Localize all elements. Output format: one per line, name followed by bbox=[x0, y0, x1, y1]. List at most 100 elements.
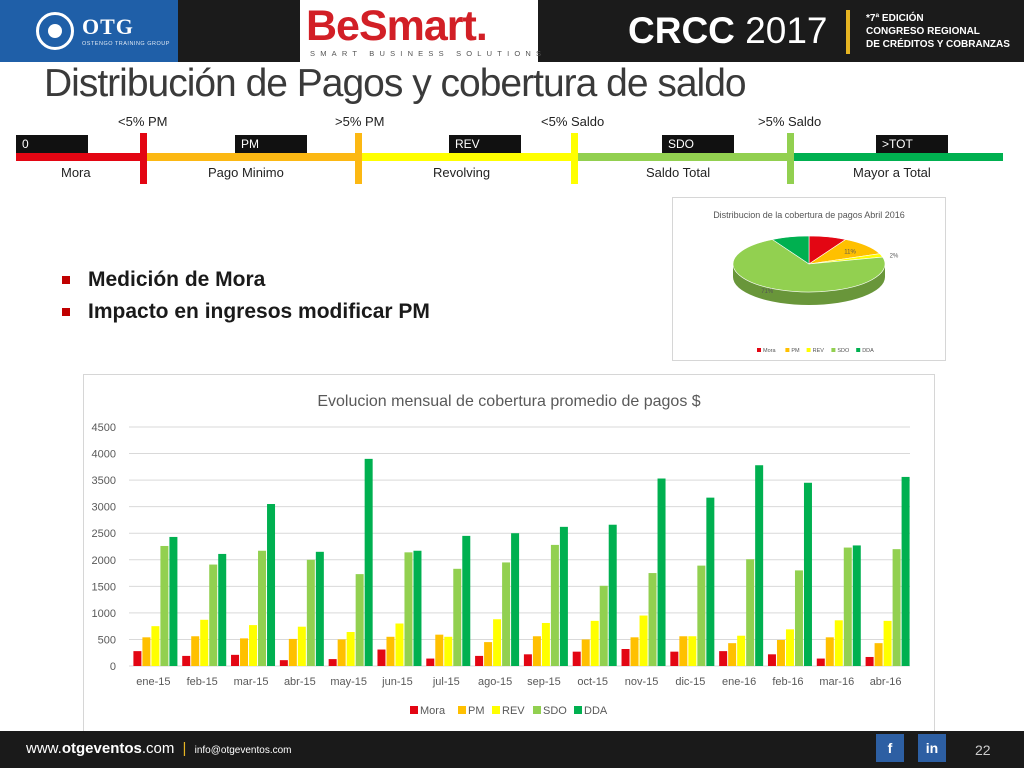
bar-legend-label: PM bbox=[468, 705, 485, 717]
header-banner: OTG OSTENGO TRAINING GROUP BeSmart. SMAR… bbox=[0, 0, 1024, 62]
bullet-text: Impacto en ingresos modificar PM bbox=[88, 300, 430, 323]
scale-segment-tot bbox=[791, 153, 1003, 161]
bar-rev bbox=[493, 619, 502, 666]
bar-legend-label: DDA bbox=[584, 705, 608, 717]
x-tick-label: feb-15 bbox=[187, 676, 218, 688]
x-tick-label: dic-15 bbox=[675, 676, 705, 688]
facebook-icon[interactable]: f bbox=[876, 734, 904, 762]
x-tick-label: may-15 bbox=[330, 676, 367, 688]
x-tick-label: ago-15 bbox=[478, 676, 512, 688]
y-tick-label: 3500 bbox=[92, 475, 116, 487]
bar-dda bbox=[511, 533, 520, 666]
bullet-text: Medición de Mora bbox=[88, 268, 266, 291]
bar-dda bbox=[364, 458, 373, 666]
pie-legend-label: Mora bbox=[763, 348, 776, 354]
besmart-logo: BeSmart. SMART BUSINESS SOLUTIONS bbox=[300, 0, 541, 62]
scale-segment-pm bbox=[144, 153, 359, 161]
crcc-year: 2017 bbox=[745, 10, 828, 51]
x-tick-label: feb-16 bbox=[772, 676, 803, 688]
pie-data-label: 2% bbox=[890, 253, 899, 259]
pie-legend-label: DDA bbox=[862, 348, 874, 354]
y-tick-label: 500 bbox=[98, 634, 116, 646]
bar-rev bbox=[883, 620, 892, 666]
x-tick-label: abr-16 bbox=[870, 676, 902, 688]
bar-mora bbox=[231, 654, 240, 666]
bullet-item: Impacto en ingresos modificar PM bbox=[62, 297, 430, 329]
bar-rev bbox=[444, 636, 453, 666]
bar-dda bbox=[267, 504, 276, 666]
bar-dda bbox=[559, 526, 568, 666]
bar-legend-swatch bbox=[410, 706, 418, 714]
pie-slice-dda bbox=[771, 235, 810, 265]
otg-subtitle: OSTENGO TRAINING GROUP bbox=[82, 41, 170, 47]
bar-rev bbox=[639, 615, 648, 666]
y-tick-label: 4500 bbox=[92, 422, 116, 434]
bar-dda bbox=[608, 524, 617, 666]
bar-sdo bbox=[306, 559, 315, 666]
bar-sdo bbox=[648, 573, 657, 666]
bar-legend-swatch bbox=[458, 706, 466, 714]
linkedin-icon[interactable]: in bbox=[918, 734, 946, 762]
pie-data-label: 11% bbox=[844, 250, 856, 256]
bar-legend-label: Mora bbox=[420, 705, 446, 717]
bar-dda bbox=[755, 465, 764, 666]
bar-dda bbox=[462, 535, 471, 666]
bar-mora bbox=[475, 655, 484, 666]
bar-rev bbox=[200, 619, 209, 666]
bar-dda bbox=[218, 553, 227, 666]
scale-top-label: >5% PM bbox=[335, 114, 385, 129]
scale-top-label: <5% Saldo bbox=[541, 114, 605, 129]
pie-data-label: 71% bbox=[761, 289, 774, 295]
pie-chart: 11% 2% 71% Mora PM REV SDO DDA bbox=[732, 235, 899, 354]
bar-legend-swatch bbox=[574, 706, 582, 714]
bar-sdo bbox=[599, 585, 608, 666]
bar-sdo bbox=[550, 544, 559, 666]
bar-rev bbox=[541, 622, 550, 666]
crcc-line-2: CONGRESO REGIONAL bbox=[866, 26, 980, 37]
scale-box-rev: REV bbox=[449, 135, 521, 153]
pie-chart-title: Distribucion de la cobertura de pagos Ab… bbox=[713, 210, 905, 220]
bar-sdo bbox=[258, 550, 267, 666]
bar-dda bbox=[706, 497, 715, 666]
bar-sdo bbox=[892, 549, 901, 666]
besmart-subtitle: SMART BUSINESS SOLUTIONS bbox=[310, 49, 547, 58]
pie-legend-label: SDO bbox=[837, 348, 850, 354]
bar-pm bbox=[581, 639, 590, 666]
y-tick-label: 3000 bbox=[92, 502, 116, 514]
x-tick-label: jun-15 bbox=[381, 676, 413, 688]
scale-tick bbox=[355, 133, 362, 184]
bar-sdo bbox=[746, 559, 755, 666]
bar-mora bbox=[670, 651, 679, 666]
bar-pm bbox=[142, 637, 151, 666]
footer-contact: www.otgeventos.com | info@otgeventos.com bbox=[26, 740, 292, 757]
otg-emblem-icon bbox=[36, 12, 74, 50]
bar-pm bbox=[776, 639, 785, 666]
bar-rev bbox=[346, 632, 355, 666]
besmart-name: BeSmart. bbox=[306, 2, 488, 50]
scale-segment-rev bbox=[359, 153, 575, 161]
x-tick-label: abr-15 bbox=[284, 676, 316, 688]
footer-web-prefix: www. bbox=[26, 740, 62, 757]
pie-legend-swatch bbox=[785, 348, 790, 352]
scale-box-sdo: SDO bbox=[662, 135, 734, 153]
scale-top-label: >5% Saldo bbox=[758, 114, 822, 129]
bar-rev bbox=[834, 620, 843, 666]
footer-email: info@otgeventos.com bbox=[194, 745, 292, 756]
y-tick-label: 2000 bbox=[92, 555, 116, 567]
scale-segment-mora bbox=[16, 153, 144, 161]
bar-mora bbox=[133, 651, 142, 666]
scale-box-0: 0 bbox=[16, 135, 88, 153]
bar-pm bbox=[240, 638, 249, 666]
otg-logo: OTG OSTENGO TRAINING GROUP bbox=[0, 0, 178, 62]
scale-box-tot: >TOT bbox=[876, 135, 948, 153]
scale-bottom-label: Pago Minimo bbox=[208, 165, 284, 180]
footer-web-name: otgeventos bbox=[61, 740, 142, 757]
bar-sdo bbox=[502, 562, 511, 666]
bar-rev bbox=[395, 623, 404, 666]
scale-tick bbox=[787, 133, 794, 184]
bar-pm bbox=[630, 637, 639, 666]
scale-tick bbox=[140, 133, 147, 184]
bar-mora bbox=[816, 658, 825, 666]
bar-rev bbox=[737, 635, 746, 666]
bar-rev bbox=[688, 636, 697, 666]
